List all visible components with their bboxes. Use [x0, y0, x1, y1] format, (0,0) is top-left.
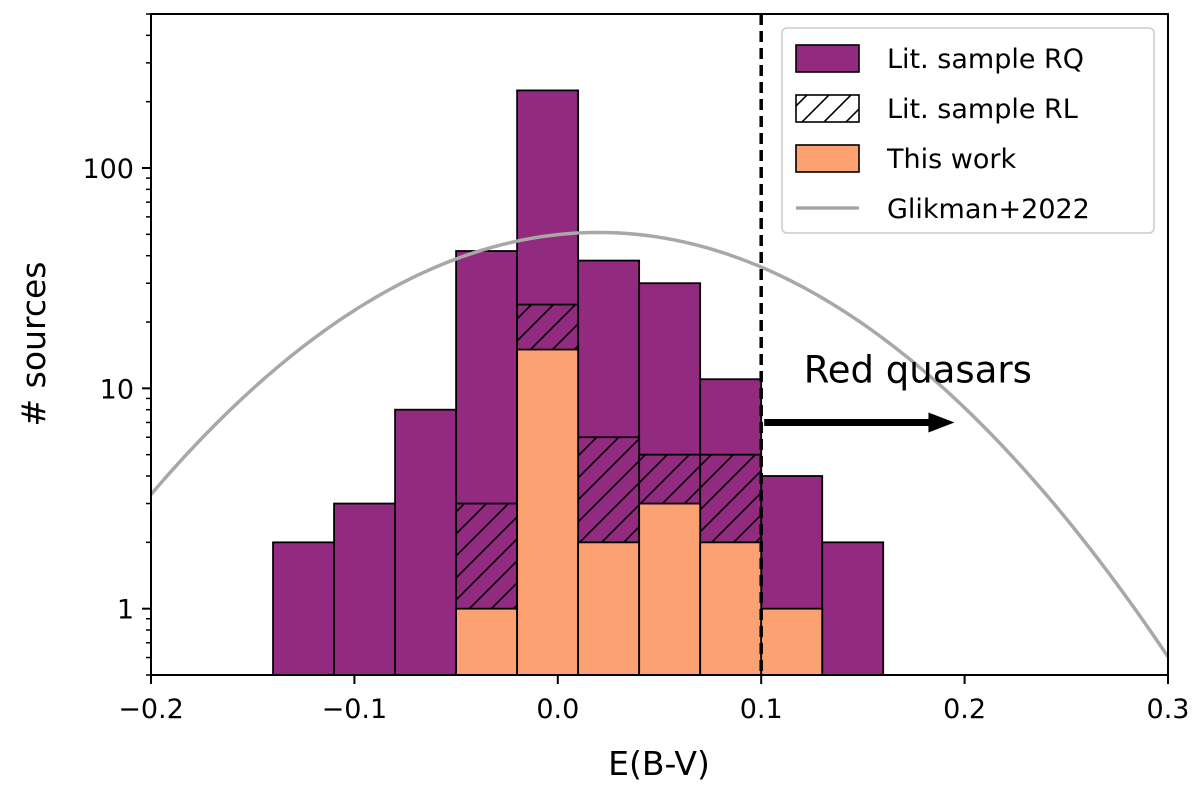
bar-rq-9	[821, 541, 885, 676]
histogram-bars	[272, 89, 885, 676]
x-tick-label: 0.2	[943, 694, 986, 725]
legend-label-glikman: Glikman+2022	[887, 194, 1090, 225]
x-tick-label: −0.1	[322, 694, 388, 725]
y-tick-label: 10	[100, 374, 134, 405]
x-tick-label: 0.1	[740, 694, 783, 725]
bar-this-work-3	[455, 607, 519, 676]
legend-swatch-rl	[795, 94, 860, 123]
x-tick-label: 0.0	[536, 694, 579, 725]
bar-this-work-6	[638, 502, 702, 676]
bar-this-work-8	[760, 607, 824, 676]
annotation-layer: Red quasars	[764, 348, 1032, 433]
legend-label-rq: Lit. sample RQ	[887, 44, 1084, 75]
y-axis-ticks: 1 10 100	[82, 13, 151, 676]
legend: Lit. sample RQ Lit. sample RL This work …	[781, 27, 1155, 234]
y-axis-label: # sources	[14, 262, 53, 427]
plot-frame	[150, 13, 1169, 676]
bar-this-work-7	[699, 541, 763, 676]
bar-rq-1	[333, 502, 396, 676]
red-quasars-annotation: Red quasars	[804, 348, 1032, 391]
x-axis-label: E(B-V)	[608, 744, 710, 783]
x-axis-ticks: −0.2 −0.1 0.0 0.1 0.2 0.3	[118, 675, 1189, 725]
bar-this-work-4	[516, 348, 580, 676]
red-quasars-arrow-head	[928, 412, 955, 433]
legend-swatch-this-work	[795, 144, 860, 173]
x-tick-label: 0.3	[1147, 694, 1190, 725]
x-tick-label: −0.2	[118, 694, 184, 725]
legend-swatch-rq	[795, 44, 860, 73]
glikman-curve	[151, 230, 1168, 658]
bar-rq-2	[394, 408, 457, 676]
legend-label-this-work: This work	[886, 144, 1016, 175]
curve-layer	[151, 230, 1168, 658]
bar-this-work-5	[577, 541, 641, 676]
legend-label-rl: Lit. sample RL	[887, 94, 1078, 125]
legend-box	[781, 27, 1155, 234]
y-tick-label: 1	[117, 595, 134, 626]
y-tick-label: 100	[82, 154, 134, 185]
bar-rq-0	[272, 541, 335, 676]
